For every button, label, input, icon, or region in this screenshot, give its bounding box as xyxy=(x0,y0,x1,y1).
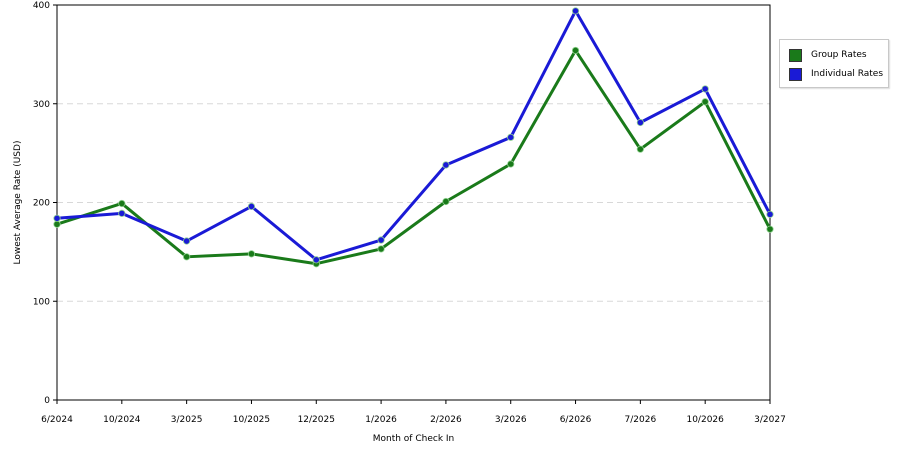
y-axis-title: Lowest Average Rate (USD) xyxy=(13,141,23,265)
legend-item-individual-rates: Individual Rates xyxy=(789,67,883,81)
data-point xyxy=(507,160,515,168)
data-point xyxy=(247,250,256,258)
x-tick-label: 3/2025 xyxy=(171,415,203,425)
data-point xyxy=(571,7,580,15)
gridlines xyxy=(57,103,770,302)
y-tick-label: 400 xyxy=(33,1,50,11)
data-point xyxy=(247,202,256,211)
data-point xyxy=(118,199,126,208)
data-point xyxy=(636,118,644,127)
series-line xyxy=(56,48,772,266)
data-point xyxy=(442,197,450,206)
data-point xyxy=(701,85,709,93)
data-point xyxy=(53,220,61,228)
legend-swatch-individual xyxy=(789,67,802,81)
x-tick-label: 6/2026 xyxy=(560,415,592,425)
x-tick-label: 7/2026 xyxy=(625,415,657,425)
x-tick-label: 3/2027 xyxy=(754,415,786,425)
data-point xyxy=(507,133,515,141)
data-point xyxy=(53,214,61,222)
data-point xyxy=(766,210,774,218)
y-tick-label: 100 xyxy=(33,297,50,307)
y-tick-label: 300 xyxy=(33,100,50,110)
x-axis-title: Month of Check In xyxy=(373,434,455,444)
x-tick-label: 2/2026 xyxy=(430,415,462,425)
y-tick-label: 0 xyxy=(44,396,50,406)
data-point xyxy=(701,98,709,106)
data-point xyxy=(377,245,385,253)
legend: Group Rates Individual Rates xyxy=(779,39,889,88)
x-tick-label: 12/2025 xyxy=(298,415,335,425)
legend-item-group-rates: Group Rates xyxy=(789,48,867,62)
x-tick-label: 1/2026 xyxy=(365,415,397,425)
series-line xyxy=(56,9,772,262)
legend-swatch-group xyxy=(789,48,802,62)
data-point xyxy=(766,225,774,233)
data-point xyxy=(312,256,320,264)
series-lines xyxy=(53,7,774,268)
data-point xyxy=(183,237,191,245)
x-tick-label: 3/2026 xyxy=(495,415,527,425)
data-point xyxy=(442,161,450,169)
legend-label-individual: Individual Rates xyxy=(811,69,884,79)
x-tick-label: 6/2024 xyxy=(41,415,73,425)
axes: 0 100 200 300 400 6/2024 10/2024 3/2025 10/2025 1… xyxy=(33,1,786,425)
data-point xyxy=(636,145,644,153)
legend-label-group: Group Rates xyxy=(811,50,867,60)
data-point xyxy=(118,209,126,217)
data-point xyxy=(571,46,580,55)
data-point xyxy=(377,236,385,244)
data-point xyxy=(183,253,191,261)
y-tick-label: 200 xyxy=(33,199,50,209)
x-tick-label: 10/2026 xyxy=(686,415,724,425)
x-tick-label: 10/2025 xyxy=(233,415,270,425)
series-group-rates xyxy=(53,46,774,268)
x-tick-label: 10/2024 xyxy=(103,415,141,425)
series-individual-rates xyxy=(53,7,774,264)
